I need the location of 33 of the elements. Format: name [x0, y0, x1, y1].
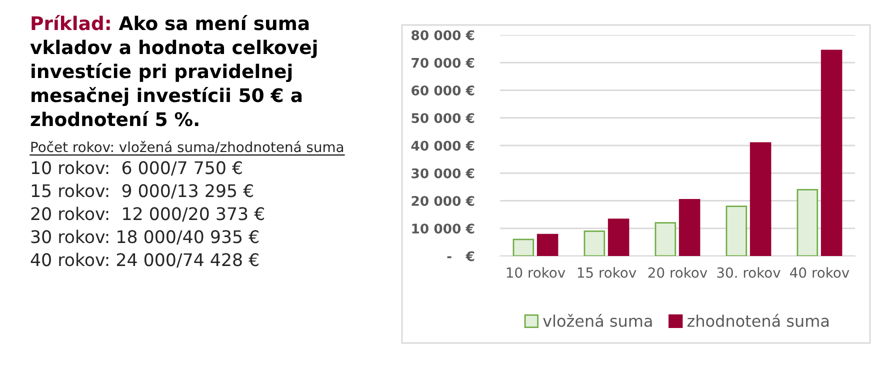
legend-label: vložená suma — [543, 314, 652, 327]
text: 10 rokov: 6 000/7 750 € — [32, 160, 242, 176]
bar — [820, 50, 842, 256]
bar — [678, 199, 700, 256]
x-tick-label: 10 rokov — [506, 267, 566, 278]
y-tick-label: 50 000 € — [412, 113, 474, 124]
y-tick-label: 10 000 € — [412, 224, 474, 234]
bar — [654, 222, 676, 256]
y-tick-label: 70 000 € — [412, 58, 474, 68]
x-tick-label: 30. rokov — [717, 267, 780, 278]
x-tick-label: 15 rokov — [578, 267, 636, 278]
text: 20 rokov: 12 000/20 373 € — [31, 206, 264, 222]
bar — [536, 234, 558, 256]
x-tick-label: 40 rokov — [790, 267, 850, 278]
y-tick-label: 40 000 € — [411, 140, 474, 151]
text: Počet rokov: vložená suma/zhodnotená suma — [31, 140, 344, 154]
bar — [608, 218, 630, 256]
text: 30 rokov: 18 000/40 935 € — [31, 230, 258, 245]
bar — [726, 206, 748, 256]
y-tick-label: 30 000 € — [412, 168, 474, 178]
y-tick-label: 60 000 € — [412, 85, 474, 96]
bar — [584, 230, 606, 256]
text: 40 rokov: 24 000/74 428 € — [30, 252, 258, 268]
bar — [512, 238, 534, 256]
y-tick-label: 20 000 € — [412, 196, 474, 206]
chart-title: Príklad: Ako sa mení suma vkladov a hodnota celkovej investície pri pravidelnej mesačnej investícii 50 € a zhodnotení 5 %. — [30, 15, 317, 126]
bar — [796, 189, 818, 256]
bar — [750, 142, 772, 256]
x-tick-label: 20 rokov — [648, 267, 708, 278]
legend-label: zhodnotená suma — [687, 314, 829, 327]
y-tick-label: 80 000 € — [412, 30, 474, 40]
y-tick-label: - € — [447, 251, 474, 262]
text: 15 rokov: 9 000/13 295 € — [32, 184, 253, 199]
